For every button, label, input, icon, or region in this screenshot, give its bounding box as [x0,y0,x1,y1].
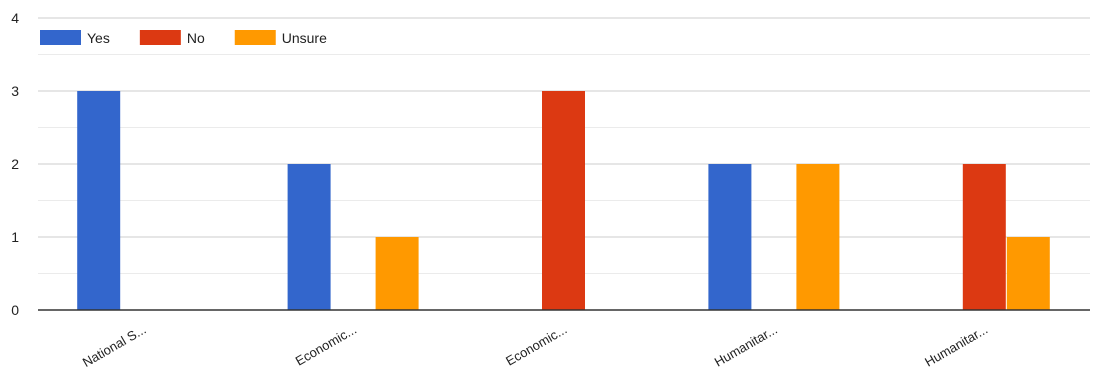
bar-unsure-4[interactable] [796,164,840,310]
x-category-label: Humanitar... [712,322,780,370]
bar-yes-2[interactable] [287,164,331,310]
bar-unsure-2[interactable] [375,237,419,310]
bar-no-3[interactable] [542,91,585,310]
y-tick-label: 2 [11,156,19,172]
legend: Yes No Unsure [40,30,327,46]
legend-label-no: No [187,30,205,46]
legend-swatch-yes [40,30,81,45]
y-axis-ticks: 0 1 2 3 4 [11,10,19,318]
bar-no-5[interactable] [962,164,1006,310]
x-category-label: Economic... [503,322,569,369]
legend-swatch-no [139,30,181,45]
x-category-label: Humanitar... [922,322,990,370]
legend-label-yes: Yes [87,30,110,46]
bar-yes-1[interactable] [77,91,121,310]
y-tick-label: 3 [11,83,19,99]
x-axis-category-labels: National S... Economic... Economic... Human… [80,322,990,370]
legend-label-unsure: Unsure [282,30,327,46]
x-category-label: National S... [80,322,149,370]
y-tick-label: 1 [11,229,19,245]
y-tick-label: 0 [11,302,19,318]
x-category-label: Economic... [293,322,359,369]
bar-unsure-5[interactable] [1006,237,1050,310]
bar-yes-4[interactable] [708,164,752,310]
legend-swatch-unsure [234,30,276,45]
bars [77,91,1050,310]
y-tick-label: 4 [11,10,19,26]
